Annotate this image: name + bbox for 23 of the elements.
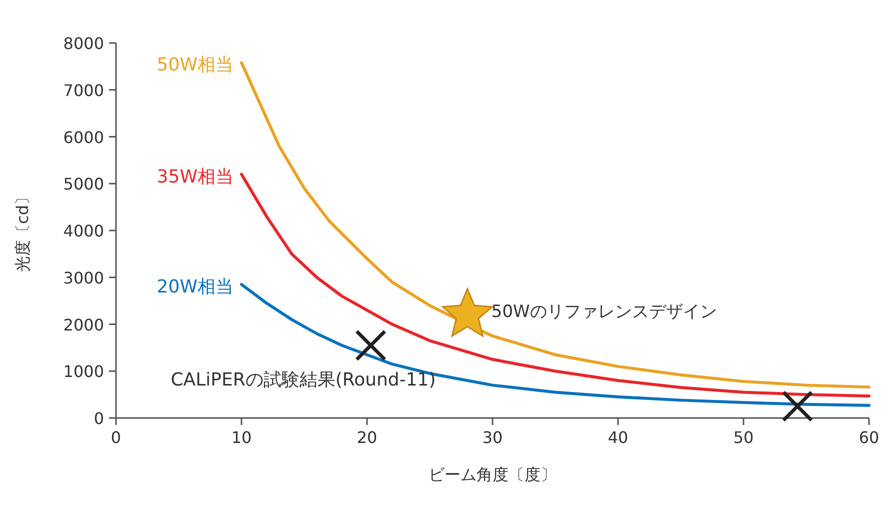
x-tick-label: 40 bbox=[608, 428, 628, 447]
x-tick-label: 20 bbox=[356, 428, 378, 447]
y-tick-label: 8000 bbox=[63, 34, 104, 53]
series-label: 50W相当 bbox=[156, 54, 234, 76]
y-tick-label: 1000 bbox=[63, 362, 104, 382]
y-tick-label: 3000 bbox=[63, 268, 104, 288]
y-tick-label: 2000 bbox=[63, 315, 104, 334]
text: CALiPERの試験結果(Round-11) bbox=[170, 369, 436, 390]
y-tick-label: 5000 bbox=[63, 174, 104, 194]
x-axis-title: ビーム角度〔度〕 bbox=[428, 465, 556, 484]
x-tick-label: 60 bbox=[858, 428, 880, 447]
y-axis-title: 光度〔cd〕 bbox=[13, 189, 32, 272]
y-tick-label: 7000 bbox=[63, 80, 104, 100]
y-tick-label: 6000 bbox=[63, 128, 104, 147]
y-tick-label: 0 bbox=[94, 409, 104, 428]
x-tick-label: 30 bbox=[482, 428, 503, 447]
x-tick-label: 50 bbox=[733, 428, 754, 447]
x-tick-label: 0 bbox=[110, 428, 122, 447]
series-label: 35W相当 bbox=[156, 166, 234, 188]
annotation: 50Wのリファレンスデザイン bbox=[491, 302, 717, 322]
series-label: 20W相当 bbox=[156, 276, 234, 298]
x-tick-label: 10 bbox=[231, 428, 252, 447]
y-tick-label: 4000 bbox=[63, 222, 104, 240]
